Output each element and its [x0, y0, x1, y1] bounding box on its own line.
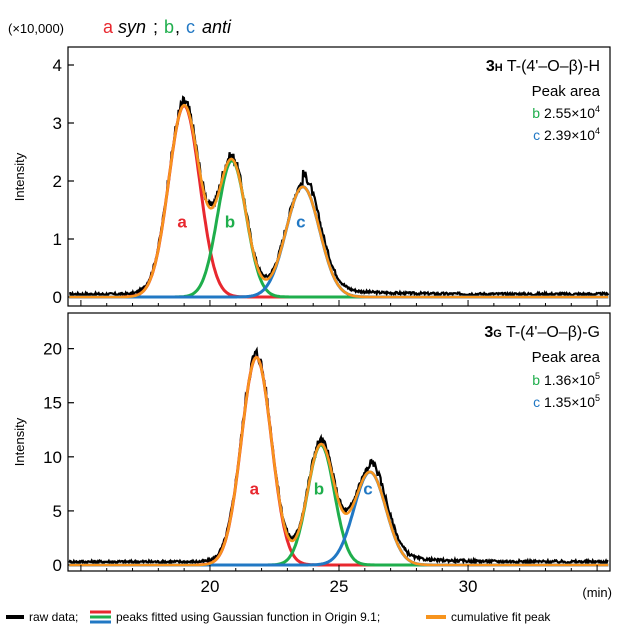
- peak-labels-bottom: a b c: [250, 480, 373, 499]
- y-tick-label: 10: [43, 448, 62, 467]
- cumulative-label: cumulative fit peak: [451, 610, 551, 624]
- y-tick-label: 2: [53, 172, 62, 191]
- peak-label-b: b: [314, 480, 324, 499]
- legend-a-letter: a: [103, 17, 114, 37]
- y-tick-label: 4: [53, 56, 62, 75]
- y-axis-label-top: Intensity: [12, 152, 27, 201]
- header-legend: a syn ; b , c anti: [103, 17, 232, 37]
- legend-anti-text: anti: [202, 17, 232, 37]
- chart-panel-bottom: Intensity 0 5 10 15 20 20 25 30 a b c 3G T-(4'–O…: [12, 312, 612, 600]
- peak-label-b: b: [225, 212, 235, 231]
- legend-comma: ,: [175, 17, 180, 37]
- peak-labels-top: a b c: [177, 212, 305, 231]
- panel-title-bottom: 3G T-(4'–O–β)-G: [484, 324, 600, 341]
- footer-legend: raw data; peaks fitted using Gaussian fu…: [6, 610, 551, 624]
- fitted-peak-a: [69, 355, 609, 567]
- raw-data-label: raw data;: [29, 610, 78, 624]
- x-ticks-bottom: 20 25 30: [200, 577, 477, 596]
- intensity-multiplier: (×10,000): [8, 21, 64, 36]
- peak-area-heading-top: Peak area: [532, 83, 601, 100]
- y-tick-label: 3: [53, 114, 62, 133]
- y-tick-label: 20: [43, 340, 62, 359]
- cumulative-fit-line: [69, 355, 609, 567]
- panel-title-top: 3H T-(4'–O–β)-H: [486, 58, 600, 75]
- y-tick-label: 15: [43, 394, 62, 413]
- peak-area-b-bottom: b 1.36×105: [532, 371, 600, 388]
- y-ticks-top: 0 1 2 3 4: [53, 56, 74, 307]
- plot-frame-top: [67, 46, 611, 307]
- curves-bottom: [68, 346, 609, 567]
- raw-data-line: [68, 346, 609, 566]
- peak-area-b-top: b 2.55×104: [532, 104, 600, 121]
- plot-frame-bottom: [67, 312, 611, 572]
- raw-data-line: [69, 95, 610, 299]
- curves-top: [69, 95, 610, 299]
- cumulative-fit-line: [69, 103, 609, 299]
- y-axis-label-bottom: Intensity: [12, 417, 27, 466]
- peak-area-c-bottom: c 1.35×105: [533, 393, 600, 410]
- y-tick-label: 0: [53, 556, 62, 575]
- peak-label-a: a: [177, 212, 187, 231]
- peak-label-c: c: [363, 480, 372, 499]
- peak-area-c-top: c 2.39×104: [533, 126, 600, 143]
- y-tick-label: 1: [53, 230, 62, 249]
- legend-separator: ;: [153, 17, 158, 37]
- y-tick-label: 0: [53, 288, 62, 307]
- peak-label-c: c: [296, 212, 305, 231]
- peak-label-a: a: [250, 480, 260, 499]
- x-tick-label: 30: [459, 577, 478, 596]
- peak-area-heading-bottom: Peak area: [532, 349, 601, 366]
- y-ticks-bottom: 0 5 10 15 20: [43, 340, 74, 575]
- y-tick-label: 5: [53, 502, 62, 521]
- x-tick-label: 25: [330, 577, 349, 596]
- peaks-fitted-label: peaks fitted using Gaussian function in …: [116, 610, 380, 624]
- fitted-peak-a: [69, 104, 609, 299]
- legend-syn-text: syn: [118, 17, 146, 37]
- legend-c-letter: c: [186, 17, 195, 37]
- x-tick-label: 20: [200, 577, 219, 596]
- chart-panel-top: Intensity 0 1 2 3 4 a b c 3H T-(4'–O–β)-H Peak…: [12, 46, 611, 307]
- x-axis-unit-label: (min): [582, 585, 612, 600]
- legend-b-letter: b: [164, 17, 174, 37]
